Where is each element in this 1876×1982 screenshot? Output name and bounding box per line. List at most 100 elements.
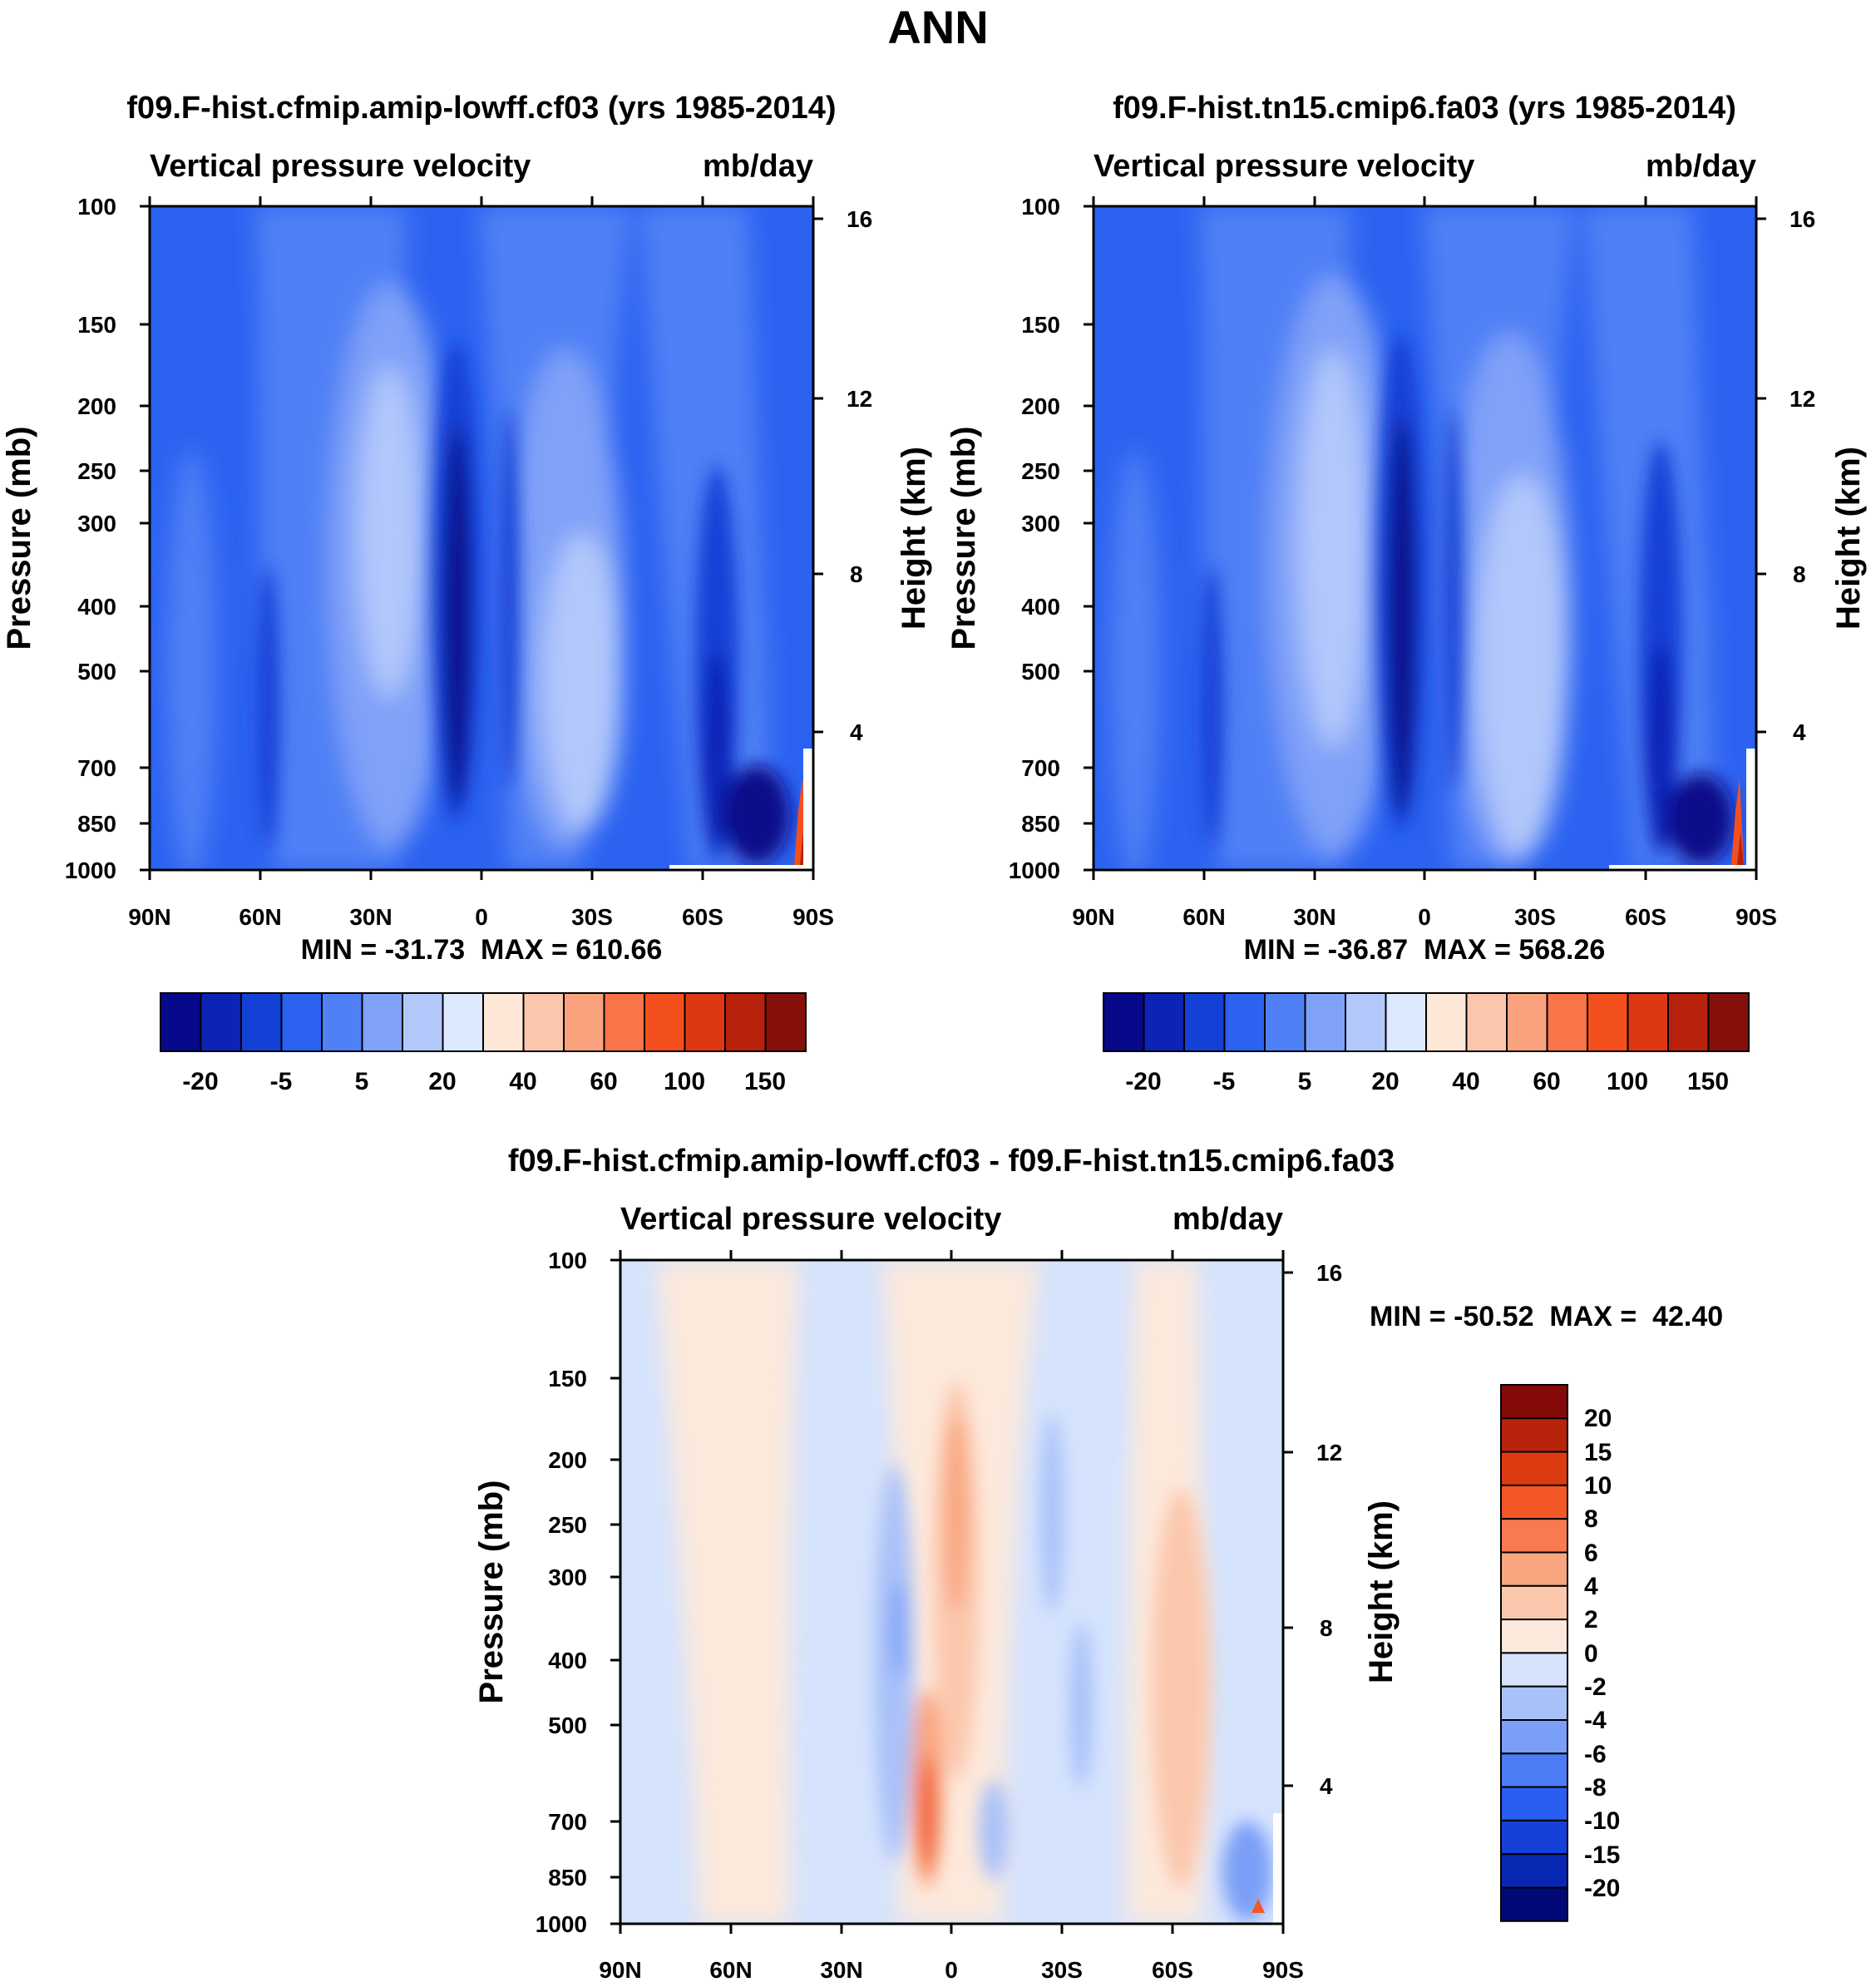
- y2-axis-label: Height (km): [896, 447, 932, 630]
- y-tick-label: 150: [77, 312, 116, 338]
- colorbar-box: [1500, 1886, 1568, 1922]
- y-tick-label: 100: [77, 194, 116, 220]
- x-tick-label: 0: [945, 1957, 958, 1982]
- x-tick-label: 90S: [1735, 904, 1777, 930]
- colorbar-box: [1345, 992, 1387, 1052]
- colorbar-label: 150: [1687, 1068, 1729, 1095]
- x-tick-label: 90S: [1262, 1957, 1304, 1982]
- y2-tick-label: 12: [1316, 1440, 1342, 1465]
- y2-tick-label: 16: [847, 206, 872, 232]
- colorbar-label: 2: [1584, 1606, 1598, 1634]
- panel-difference-subtitle: Vertical pressure velocity: [620, 1202, 1001, 1237]
- colorbar-box: [321, 992, 363, 1052]
- y-tick-label: 100: [1021, 194, 1060, 220]
- y-tick-label: 1000: [536, 1911, 587, 1937]
- y-tick-label: 500: [548, 1713, 587, 1738]
- x-tick-label: 30S: [1041, 1957, 1083, 1982]
- x-tick-label: 90N: [599, 1957, 641, 1982]
- panel-right-field: [1094, 206, 1756, 870]
- colorbar-box: [1425, 992, 1468, 1052]
- x-tick-label: 60S: [682, 904, 723, 930]
- x-tick-label: 30S: [1514, 904, 1556, 930]
- y2-tick-label: 16: [1790, 206, 1815, 232]
- y2-tick-label: 8: [1320, 1615, 1333, 1641]
- panel-right: f09.F-hist.tn15.cmip6.fa03 (yrs 1985-201…: [945, 91, 1867, 1095]
- y2-tick-label: 12: [1790, 386, 1815, 412]
- colorbar-box: [1500, 1484, 1568, 1520]
- x-tick-label: 90S: [792, 904, 834, 930]
- colorbar-box: [361, 992, 403, 1052]
- panel-right-y2ticks: 16 12 8 4 Height (km): [1756, 206, 1867, 745]
- colorbar-label: 5: [355, 1068, 369, 1095]
- panel-right-colorbar: -20 -5 5 20 40 60 100 150: [1103, 992, 1750, 1095]
- colorbar-label: 10: [1584, 1472, 1612, 1500]
- y2-tick-label: 8: [850, 561, 863, 587]
- x-tick-label: 0: [475, 904, 488, 930]
- colorbar-box: [1465, 992, 1508, 1052]
- x-tick-label: 90N: [128, 904, 170, 930]
- y-tick-label: 300: [548, 1564, 587, 1590]
- colorbar-label: 150: [744, 1068, 786, 1095]
- y-tick-label: 100: [548, 1248, 587, 1273]
- colorbar-box: [1627, 992, 1669, 1052]
- colorbar-label: 40: [509, 1068, 536, 1095]
- colorbar-label: -10: [1584, 1807, 1620, 1835]
- y-tick-label: 200: [1021, 393, 1060, 419]
- y-tick-label: 700: [77, 755, 116, 781]
- x-tick-label: 30S: [571, 904, 613, 930]
- colorbar-box: [1506, 992, 1548, 1052]
- colorbar-label: 100: [664, 1068, 705, 1095]
- x-tick-label: 0: [1418, 904, 1431, 930]
- colorbar-label: -2: [1584, 1673, 1607, 1701]
- colorbar-box: [1587, 992, 1629, 1052]
- colorbar-box: [1667, 992, 1710, 1052]
- colorbar-box: [1546, 992, 1588, 1052]
- panel-difference-field: [620, 1260, 1283, 1924]
- colorbar-label: -20: [1584, 1875, 1620, 1902]
- colorbar-box: [603, 992, 645, 1052]
- panel-left-colorbar: -20 -5 5 20 40 60 100 150: [160, 992, 807, 1095]
- colorbar-label: -20: [1125, 1068, 1161, 1095]
- colorbar-box: [1500, 1853, 1568, 1889]
- y-tick-label: 500: [77, 659, 116, 685]
- colorbar-label: 40: [1452, 1068, 1479, 1095]
- colorbar-box: [684, 992, 726, 1052]
- x-tick-label: 90N: [1072, 904, 1114, 930]
- colorbar-box: [1500, 1719, 1568, 1755]
- colorbar-box: [160, 992, 202, 1052]
- colorbar-box: [1143, 992, 1185, 1052]
- y-tick-label: 150: [1021, 312, 1060, 338]
- colorbar-label: -4: [1584, 1707, 1607, 1734]
- colorbar-label: 8: [1584, 1505, 1598, 1533]
- colorbar-label: -20: [182, 1068, 218, 1095]
- panel-left: f09.F-hist.cfmip.amip-lowff.cf03 (yrs 19…: [1, 91, 932, 1095]
- panel-left-title: f09.F-hist.cfmip.amip-lowff.cf03 (yrs 19…: [126, 91, 836, 126]
- colorbar-box: [1223, 992, 1266, 1052]
- y2-tick-label: 4: [1320, 1773, 1333, 1799]
- y2-axis-label: Height (km): [1363, 1500, 1400, 1683]
- x-tick-label: 60S: [1152, 1957, 1193, 1982]
- colorbar-box: [1304, 992, 1346, 1052]
- colorbar-box: [1500, 1551, 1568, 1587]
- y-tick-label: 400: [1021, 594, 1060, 620]
- colorbar-box: [563, 992, 605, 1052]
- panel-left-y2ticks: 16 12 8 4 Height (km): [813, 206, 932, 745]
- colorbar-label: 20: [1371, 1068, 1399, 1095]
- colorbar-box: [724, 992, 767, 1052]
- colorbar-label: 15: [1584, 1439, 1612, 1466]
- colorbar-box: [1264, 992, 1306, 1052]
- panel-difference: f09.F-hist.cfmip.amip-lowff.cf03 - f09.F…: [473, 1144, 1723, 1982]
- colorbar-label: -8: [1584, 1774, 1607, 1802]
- x-tick-label: 60N: [709, 1957, 752, 1982]
- panel-left-yticks: 100 150 200 250 300 400 500 700 850 1000…: [1, 194, 150, 883]
- colorbar-label: -5: [1213, 1068, 1236, 1095]
- x-tick-label: 30N: [820, 1957, 862, 1982]
- colorbar-box: [1500, 1819, 1568, 1856]
- y-tick-label: 250: [1021, 458, 1060, 484]
- y-tick-label: 150: [548, 1366, 587, 1391]
- colorbar-label: 20: [1584, 1405, 1612, 1432]
- y-tick-label: 250: [77, 458, 116, 484]
- figure-title: ANN: [887, 1, 988, 53]
- colorbar-box: [1500, 1451, 1568, 1486]
- y-tick-label: 700: [548, 1809, 587, 1835]
